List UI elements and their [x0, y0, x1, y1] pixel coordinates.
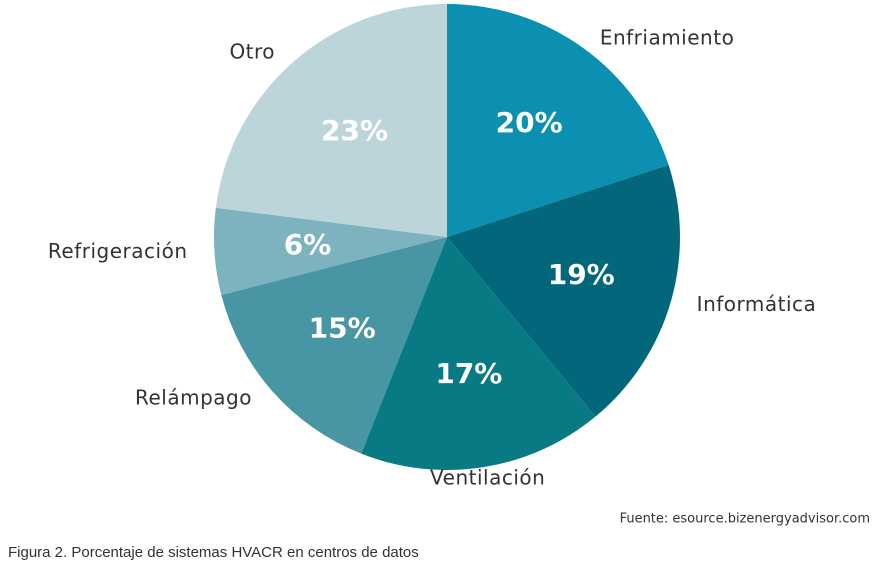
source: Fuente: esource.bizenergyadvisor.com — [620, 512, 870, 527]
category-label: Ventilación — [430, 465, 545, 489]
pie-slice — [447, 4, 669, 237]
value-label: 20% — [496, 106, 563, 139]
pie-slice — [214, 207, 447, 295]
pie-slice — [221, 237, 447, 454]
category-label: Relámpago — [135, 386, 252, 410]
category-label: Refrigeración — [48, 239, 188, 263]
pie-slice — [447, 164, 680, 417]
pie-slice — [361, 237, 596, 471]
pie-slice — [215, 4, 447, 237]
value-label: 6% — [284, 228, 332, 261]
category-label: Enfriamiento — [600, 25, 735, 49]
value-label: 19% — [548, 258, 615, 291]
value-label: 23% — [321, 114, 388, 147]
category-label: Otro — [229, 40, 275, 64]
caption: Figura 2. Porcentaje de sistemas HVACR e… — [8, 544, 419, 561]
value-label: 17% — [435, 357, 502, 390]
value-label: 15% — [309, 311, 376, 344]
category-label: Informática — [697, 292, 817, 316]
